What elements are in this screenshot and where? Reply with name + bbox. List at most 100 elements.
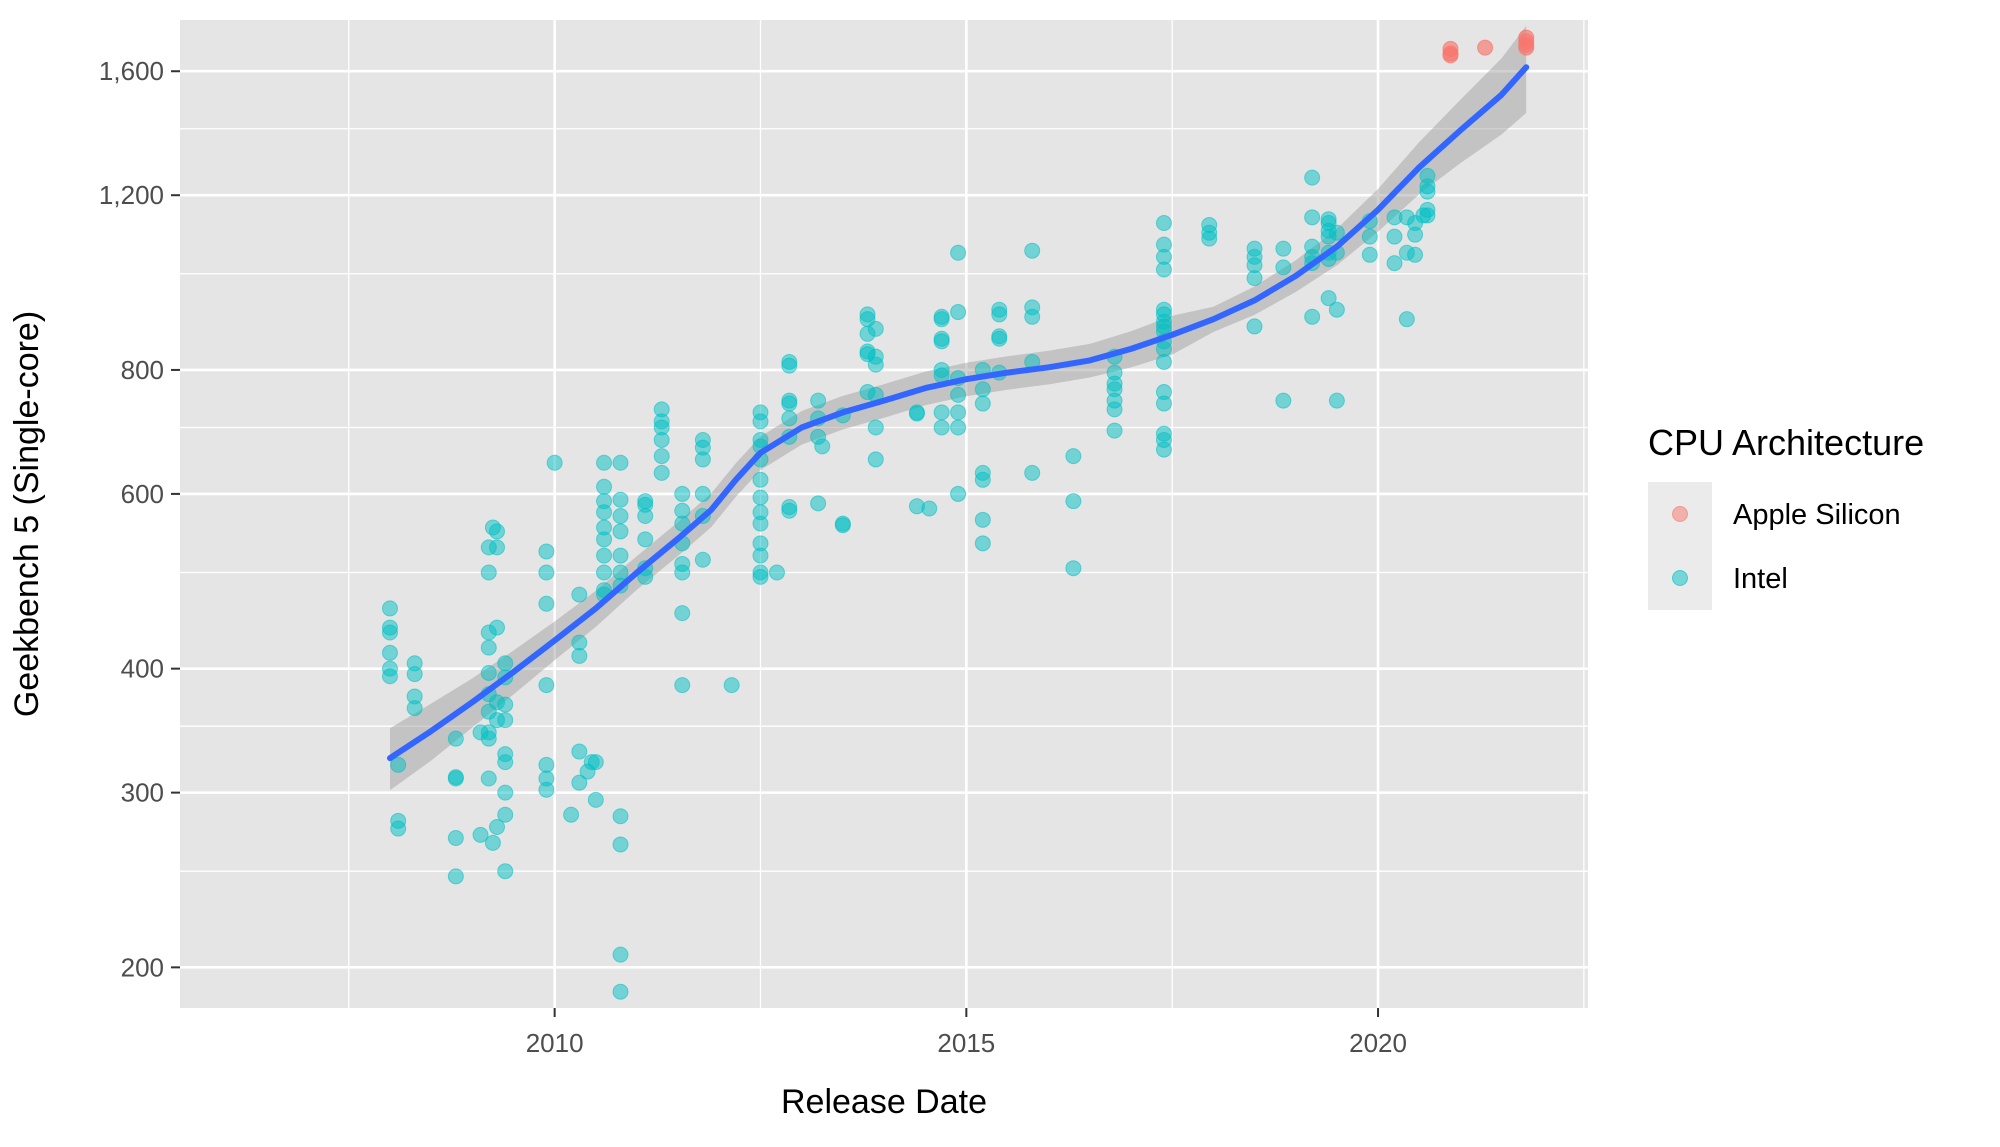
intel-data-point <box>1304 308 1321 325</box>
intel-data-point <box>596 531 613 548</box>
intel-data-point <box>1155 261 1172 278</box>
intel-data-point <box>653 431 670 448</box>
trend-line <box>387 64 1530 762</box>
intel-data-point <box>587 754 604 771</box>
intel-data-point <box>497 754 514 771</box>
intel-data-point <box>497 696 514 713</box>
intel-data-point <box>406 700 423 717</box>
apple-silicon-data-point <box>1442 47 1459 64</box>
intel-data-point <box>563 806 580 823</box>
x-tick-label: 2010 <box>526 1028 584 1058</box>
intel-data-point <box>1106 422 1123 439</box>
y-tick-label: 300 <box>121 778 164 808</box>
intel-data-point <box>991 330 1008 347</box>
intel-data-point <box>933 311 950 328</box>
intel-data-point <box>1024 464 1041 481</box>
intel-data-point <box>974 535 991 552</box>
intel-data-point <box>497 863 514 880</box>
intel-data-point <box>596 454 613 471</box>
intel-data-point <box>571 774 588 791</box>
intel-data-point <box>497 712 514 729</box>
intel-data-point <box>612 547 629 564</box>
intel-data-point <box>933 333 950 350</box>
y-tick-label: 1,200 <box>99 180 164 210</box>
y-tick-label: 400 <box>121 654 164 684</box>
intel-data-point <box>810 392 827 409</box>
intel-data-point <box>867 419 884 436</box>
apple-silicon-data-point <box>1518 39 1535 56</box>
intel-data-point <box>834 517 851 534</box>
minor-gridlines <box>180 20 1588 1008</box>
x-tick-label: 2020 <box>1349 1028 1407 1058</box>
intel-data-point <box>933 404 950 421</box>
intel-data-point <box>950 404 967 421</box>
apple-silicon-points-layer <box>1442 29 1535 64</box>
intel-data-point <box>497 806 514 823</box>
intel-data-point <box>1304 169 1321 186</box>
intel-data-point <box>752 568 769 585</box>
intel-data-point <box>933 419 950 436</box>
intel-data-point <box>752 413 769 430</box>
intel-data-point <box>768 564 785 581</box>
intel-data-point <box>612 454 629 471</box>
intel-data-point <box>1246 318 1263 335</box>
intel-data-point <box>1407 246 1424 263</box>
intel-data-point <box>472 826 489 843</box>
intel-data-point <box>974 381 991 398</box>
intel-data-point <box>538 564 555 581</box>
intel-data-point <box>1275 259 1292 276</box>
intel-data-point <box>596 547 613 564</box>
intel-data-point <box>694 551 711 568</box>
intel-data-point <box>480 664 497 681</box>
y-tick-label: 800 <box>121 355 164 385</box>
intel-data-point <box>447 868 464 885</box>
legend: CPU Architecture Apple Silicon Intel <box>1648 422 1924 610</box>
trend-line-layer <box>387 64 1530 762</box>
intel-data-point <box>653 464 670 481</box>
plot-panel <box>180 20 1588 1008</box>
legend-key-background <box>1648 482 1712 610</box>
y-tick-label: 1,600 <box>99 56 164 86</box>
intel-data-point <box>390 756 407 773</box>
intel-data-point <box>489 818 506 835</box>
intel-data-point <box>1201 230 1218 247</box>
intel-data-point <box>637 531 654 548</box>
intel-data-point <box>381 624 398 641</box>
intel-data-point <box>381 668 398 685</box>
intel-data-point <box>489 619 506 636</box>
intel-data-point <box>596 478 613 495</box>
intel-data-point <box>587 791 604 808</box>
intel-data-point <box>781 357 798 374</box>
intel-data-point <box>612 491 629 508</box>
intel-data-point <box>489 539 506 556</box>
intel-data-point <box>867 451 884 468</box>
intel-data-point <box>950 386 967 403</box>
intel-data-point <box>571 586 588 603</box>
intel-data-point <box>1386 228 1403 245</box>
intel-data-point <box>480 730 497 747</box>
intel-data-point <box>1328 392 1345 409</box>
intel-data-point <box>480 639 497 656</box>
intel-data-point <box>752 489 769 506</box>
intel-data-point <box>538 677 555 694</box>
intel-data-point <box>381 644 398 661</box>
intel-data-point <box>538 595 555 612</box>
intel-data-point <box>497 784 514 801</box>
intel-data-point <box>694 451 711 468</box>
intel-data-point <box>674 564 691 581</box>
x-tick-label: 2015 <box>937 1028 995 1058</box>
intel-data-point <box>1328 224 1345 241</box>
intel-data-point <box>814 438 831 455</box>
intel-data-point <box>781 502 798 519</box>
intel-data-point <box>1024 308 1041 325</box>
intel-data-point <box>497 655 514 672</box>
intel-data-point <box>447 770 464 787</box>
intel-data-point <box>1155 353 1172 370</box>
intel-data-point <box>612 983 629 1000</box>
intel-data-point <box>546 454 563 471</box>
y-axis: 200 300 400 600 800 1,200 1,600 <box>99 56 180 982</box>
intel-data-point <box>571 647 588 664</box>
intel-data-point <box>1275 392 1292 409</box>
intel-data-point <box>571 743 588 760</box>
intel-data-point <box>653 448 670 465</box>
